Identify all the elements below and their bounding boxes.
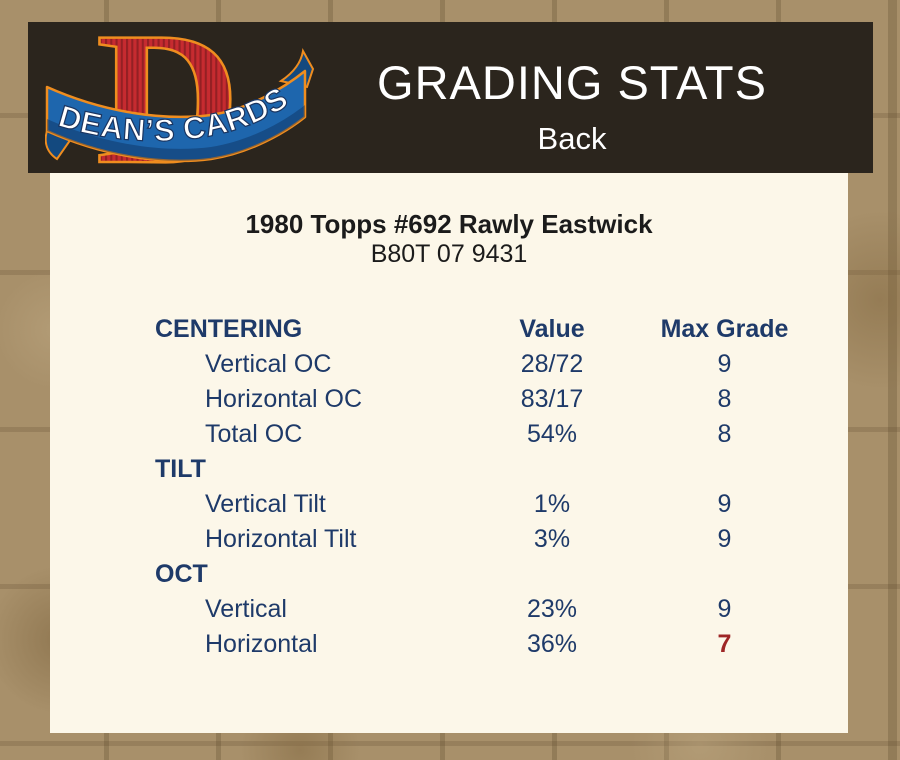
deans-cards-logo[interactable]: D DEAN’S CARDS [45,29,317,167]
stat-row-vertical-tilt: Vertical Tilt 1% 9 [155,487,815,522]
stat-row-total-oc: Total OC 54% 8 [155,417,815,452]
stat-value: 54% [526,420,578,448]
stat-value: 36% [526,630,578,658]
stat-value: 1% [533,490,571,518]
page-title: GRADING STATS [377,55,767,109]
section-name: OCT [155,560,208,588]
back-link[interactable]: Back [537,120,607,156]
stat-value: 23% [526,595,578,623]
stat-label: Vertical OC [205,350,332,378]
stat-label: Horizontal Tilt [205,525,357,553]
stat-max-grade: 9 [717,525,732,553]
section-header-oct: OCT [155,557,815,592]
card-title: 1980 Topps #692 Rawly Eastwick [245,209,653,239]
stat-row-oct-vertical: Vertical 23% 9 [155,592,815,627]
table-header-row: CENTERING Value Max Grade [155,312,815,347]
section-header-tilt: TILT [155,452,815,487]
stat-row-horizontal-tilt: Horizontal Tilt 3% 9 [155,522,815,557]
section-header-centering: CENTERING [155,315,303,343]
stat-max-grade: 9 [717,490,732,518]
stat-row-oct-horizontal: Horizontal 36% 7 [155,627,815,662]
ribbon-band-icon [45,69,307,162]
header-text-block: GRADING STATS Back [317,38,873,158]
stat-value: 3% [533,525,571,553]
deans-cards-logo-svg: D DEAN’S CARDS [45,29,315,167]
stat-label: Horizontal OC [205,385,362,413]
stat-row-vertical-oc: Vertical OC 28/72 9 [155,347,815,382]
header-bar: D DEAN’S CARDS GRADING STATS Back [28,22,873,173]
stat-label: Horizontal [205,630,318,658]
stat-max-grade-alert: 7 [717,630,732,658]
card-serial-number: B80T 07 9431 [370,240,528,268]
section-name: TILT [155,455,206,483]
stat-max-grade: 8 [717,385,732,413]
stat-label: Vertical Tilt [205,490,326,518]
stat-label: Total OC [205,420,303,448]
stat-max-grade: 9 [717,350,732,378]
stat-value: 83/17 [520,385,584,413]
stat-value: 28/72 [520,350,584,378]
stat-label: Vertical [205,595,287,623]
content-panel: 1980 Topps #692 Rawly Eastwick B80T 07 9… [50,173,848,733]
grading-stats-table: CENTERING Value Max Grade Vertical OC 28… [155,312,815,662]
ribbon-shade [47,104,305,161]
stat-max-grade: 8 [717,420,732,448]
stat-max-grade: 9 [717,595,732,623]
column-header-max-grade: Max Grade [660,315,789,343]
stat-row-horizontal-oc: Horizontal OC 83/17 8 [155,382,815,417]
column-header-value: Value [519,315,585,343]
